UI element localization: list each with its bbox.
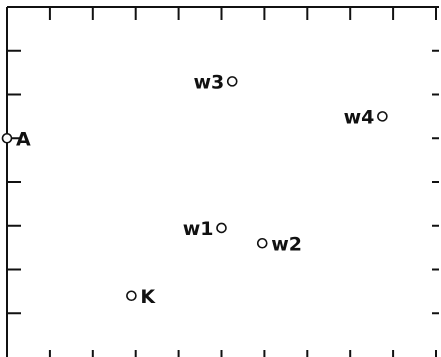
point-label-w4: w4 (344, 106, 375, 128)
point-k: K (126, 286, 156, 308)
point-w3: w3 (193, 71, 238, 93)
point-marker-w1 (216, 222, 227, 234)
point-w2: w2 (256, 233, 302, 255)
point-label-w2: w2 (271, 233, 302, 255)
point-label-w1: w1 (183, 218, 214, 240)
point-label-k: K (140, 286, 156, 308)
point-label-w3: w3 (193, 71, 224, 93)
plot-frame (6, 6, 436, 357)
axis-ticks (7, 6, 439, 357)
point-marker-k (126, 290, 137, 302)
point-marker-w4 (377, 111, 388, 122)
point-label-a: A (16, 128, 31, 150)
point-marker-w3 (226, 76, 238, 87)
point-marker-a (1, 132, 13, 144)
point-marker-w2 (256, 237, 268, 249)
data-points: Aw1 w2 w3 w4 K (1, 71, 388, 308)
point-w1: w1 (183, 218, 227, 240)
point-w4: w4 (344, 106, 388, 128)
point-a: A (1, 128, 31, 150)
